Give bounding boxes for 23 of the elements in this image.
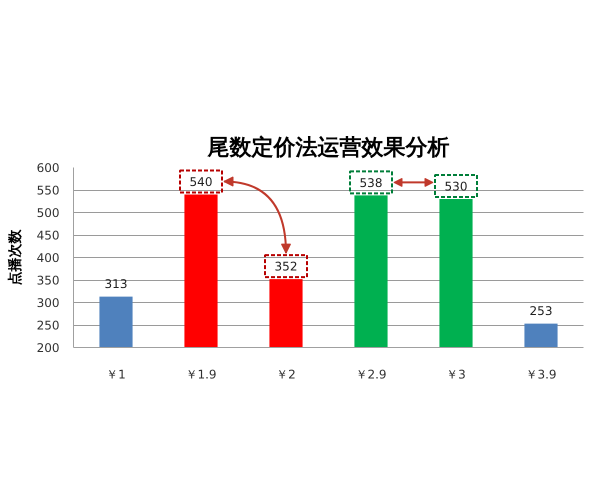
x-tick-label: ￥2 [276,368,296,382]
y-tick-label: 500 [36,206,60,220]
y-tick-label: 600 [36,161,60,175]
x-tick-label: ￥1 [106,368,126,382]
data-label: 253 [530,304,552,318]
data-label: 313 [104,277,128,292]
y-tick-label: 450 [36,228,60,242]
data-label: 540 [190,175,212,189]
data-label: 530 [444,180,468,194]
chart-title: 尾数定价法运营效果分析 [206,134,450,160]
data-label: 352 [274,260,298,274]
x-tick-label: ￥1.9 [185,368,217,382]
y-tick-label: 400 [36,251,60,265]
y-tick-label: 200 [36,341,60,355]
y-tick-label: 300 [36,296,60,310]
data-label: 538 [360,176,382,190]
y-axis-title: 点播次数 [8,228,24,286]
x-tick-label: ￥3.9 [525,368,557,382]
y-tick-label: 350 [36,274,60,288]
y-tick-label: 250 [36,318,60,332]
x-tick-label: ￥2.9 [355,368,387,382]
x-tick-label: ￥3 [446,368,466,382]
y-tick-label: 550 [36,184,60,198]
